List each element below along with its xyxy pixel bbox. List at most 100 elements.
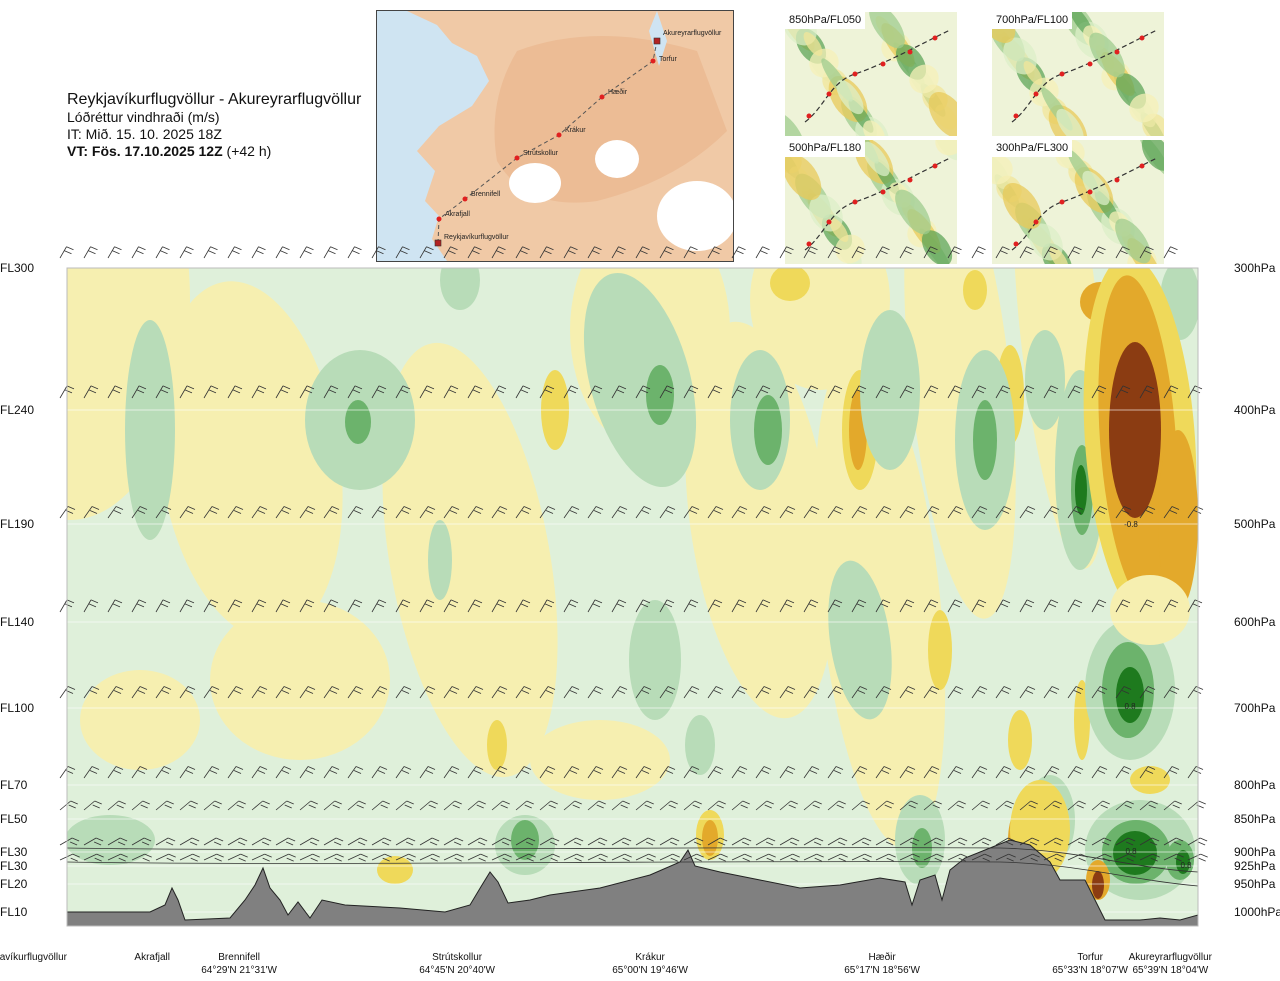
wind-barb-263: [635, 766, 652, 779]
wind-barb-418: [899, 853, 920, 862]
wind-barb-231: [1019, 686, 1036, 699]
wind-barb-167: [635, 599, 651, 613]
pressure-level-label: 950hPa: [1234, 877, 1276, 891]
wind-barb-399: [443, 853, 464, 862]
wind-barb-354: [515, 837, 536, 846]
pressure-level-label: 800hPa: [1234, 778, 1276, 792]
flight-level-label: FL10: [0, 905, 28, 919]
wind-barb-344: [275, 837, 296, 846]
pressure-level-label: 700hPa: [1234, 701, 1276, 715]
place-name: Akureyrarflugvöllur: [1128, 952, 1212, 963]
contour-region-12: [541, 370, 569, 450]
contour-region-20: [1130, 766, 1170, 794]
wind-barb-394: [323, 853, 344, 862]
contour-region-48: [345, 400, 371, 444]
wind-barb-236: [1139, 686, 1156, 699]
wind-barb-270: [803, 766, 820, 779]
pressure-level-label: 1000hPa: [1234, 905, 1280, 919]
wind-barb-184: [1043, 599, 1059, 613]
wind-barb-355: [539, 837, 560, 846]
wind-barb-297: [299, 800, 318, 811]
wind-barb-107: [347, 506, 364, 519]
wind-barb-29: [755, 246, 770, 259]
place-name: Reykjavíkurflugvöllur: [0, 952, 67, 963]
place-name: Strútskollur: [432, 952, 483, 963]
wind-barb-352: [467, 837, 488, 846]
wind-barb-389: [203, 853, 224, 862]
waypoint-marker-4: [556, 132, 562, 138]
wind-barb-9: [275, 246, 290, 259]
contour-region-21: [996, 345, 1024, 445]
place-label: Krákur 65°00'N 19°46'W: [612, 951, 726, 977]
wind-barb-360: [659, 837, 680, 846]
wind-barb-307: [539, 800, 558, 811]
place-label: Torfur 65°33'N 18°07'W: [1052, 951, 1166, 977]
panel-route: [1011, 157, 1158, 251]
contour-region-10: [80, 670, 200, 770]
wind-barb-255: [443, 766, 460, 779]
place-name: Hæðir: [868, 952, 896, 963]
wind-barb-235: [1115, 686, 1132, 699]
wind-barb-250: [323, 766, 340, 779]
panel-label: 300hPa/FL300: [992, 140, 1073, 157]
wind-barb-318: [803, 800, 822, 811]
wind-barb-357: [587, 837, 608, 846]
wind-barb-275: [923, 766, 940, 779]
wind-barb-139: [1115, 506, 1132, 519]
wind-barb-296: [275, 800, 294, 811]
place-label: Brennifell 64°29'N 21°31'W: [201, 951, 315, 977]
contour-region-16: [696, 810, 724, 860]
wind-barb-407: [635, 853, 656, 862]
wind-barb-424: [1043, 853, 1064, 862]
value-label-0: -0.8: [1124, 520, 1138, 529]
flight-level-label: FL30: [0, 859, 28, 873]
wind-barb-294: [227, 800, 246, 811]
wind-barb-335: [59, 837, 80, 846]
wind-barb-245: [203, 766, 220, 779]
wind-barb-251: [347, 766, 364, 779]
contour-region-67: [1018, 817, 1042, 873]
wind-barb-260: [563, 766, 580, 779]
wind-barb-125: [779, 506, 796, 519]
wind-barb-290: [131, 800, 150, 811]
wind-barb-74: [707, 385, 723, 399]
contour-region-5: [685, 321, 835, 719]
wind-barb-348: [371, 837, 392, 846]
wind-barb-383: [59, 853, 80, 862]
pressure-level-label: 900hPa: [1234, 845, 1276, 859]
wind-barb-119: [635, 506, 652, 519]
wind-barb-336: [83, 837, 104, 846]
wind-barb-192: [83, 686, 100, 699]
flight-level-label: FL70: [0, 778, 28, 792]
wind-barb-312: [659, 800, 678, 811]
wind-barb-246: [227, 766, 244, 779]
wind-barb-288: [83, 800, 102, 811]
wind-barb-269: [779, 766, 796, 779]
wind-barb-425: [1067, 853, 1088, 862]
contour-region-30: [583, 272, 697, 488]
wind-barb-151: [251, 599, 267, 613]
wind-barb-123: [731, 506, 748, 519]
wind-barb-376: [1043, 837, 1064, 846]
wind-barb-65: [491, 385, 507, 399]
wind-barb-77: [779, 385, 795, 399]
wind-barb-244: [179, 766, 196, 779]
wind-barb-120: [659, 506, 676, 519]
wind-barb-276: [947, 766, 964, 779]
wind-barb-402: [515, 853, 536, 862]
wind-barb-164: [563, 599, 579, 613]
wind-barb-173: [779, 599, 795, 613]
waypoint-label-4: Krákur: [565, 127, 586, 134]
wind-barb-419: [923, 853, 944, 862]
wind-barb-11: [323, 246, 338, 259]
wind-barb-381: [1163, 837, 1184, 846]
route-line: Reykjavíkurflugvöllur Akrafjall Brennifell…: [434, 30, 722, 247]
wind-barb-162: [515, 599, 531, 613]
panel-label: 500hPa/FL180: [785, 140, 866, 157]
field-background: [67, 268, 1198, 926]
wind-barb-308: [563, 800, 582, 811]
wind-barb-311: [635, 800, 654, 811]
wind-barb-90: [1091, 385, 1107, 399]
wind-barb-98: [131, 506, 148, 519]
wind-barb-211: [539, 686, 556, 699]
